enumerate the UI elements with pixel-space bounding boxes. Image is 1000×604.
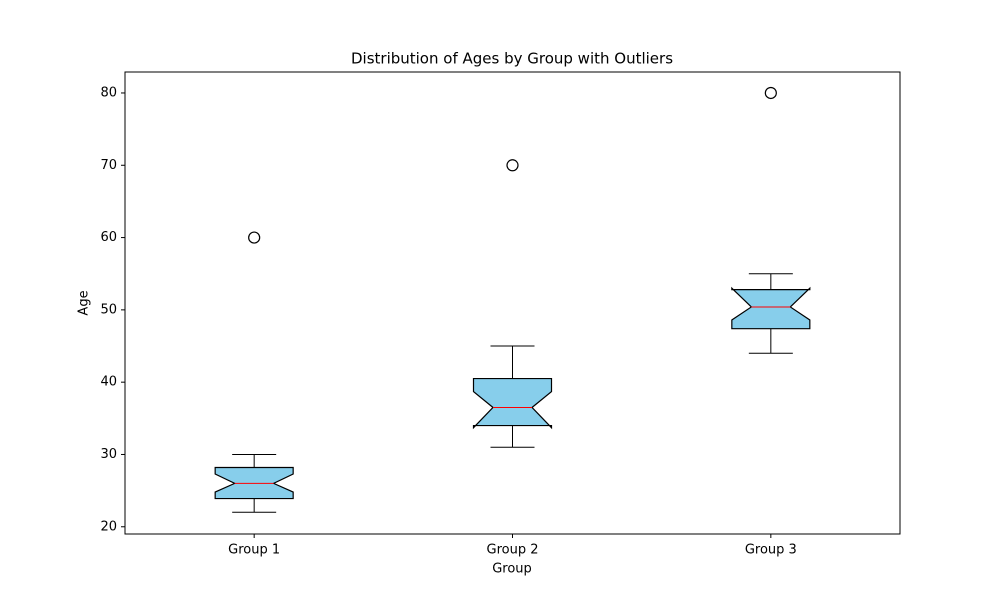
y-tick-label: 80 — [100, 85, 117, 100]
outlier — [506, 159, 519, 172]
x-tick-label: Group 2 — [487, 543, 539, 558]
x-axis-label: Group — [492, 562, 532, 577]
y-tick-label: 50 — [100, 302, 117, 317]
y-tick-label: 20 — [100, 519, 117, 534]
plot-frame — [124, 71, 901, 535]
box — [472, 377, 553, 430]
x-tick-label: Group 1 — [228, 543, 280, 558]
outlier — [764, 86, 777, 100]
y-axis-label: Age — [77, 290, 92, 315]
outlier — [248, 231, 261, 244]
y-tick-label: 30 — [100, 447, 117, 462]
y-tick-label: 40 — [100, 375, 117, 390]
box — [731, 286, 811, 330]
y-tick-label: 70 — [100, 158, 117, 173]
y-tick-label: 60 — [100, 230, 117, 245]
x-tick-label: Group 3 — [745, 543, 797, 558]
chart-title: Distribution of Ages by Group with Outli… — [351, 50, 673, 68]
